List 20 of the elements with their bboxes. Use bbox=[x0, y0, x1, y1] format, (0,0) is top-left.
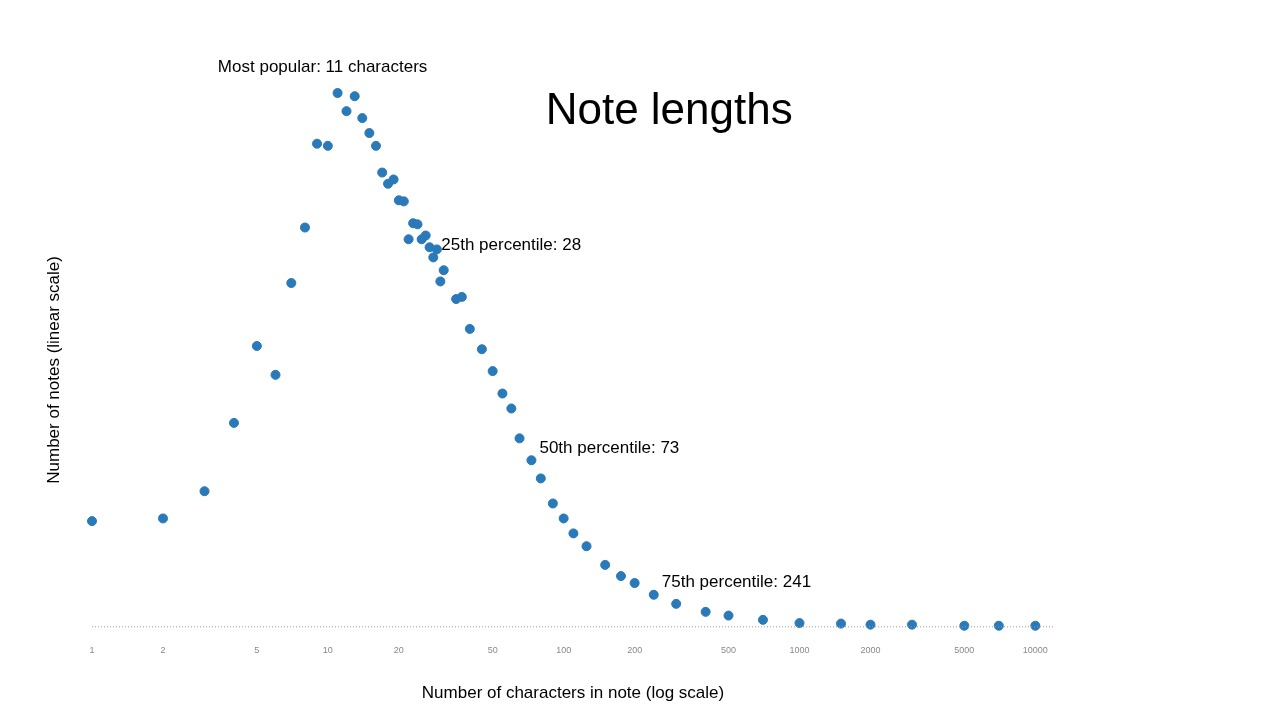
x-tick-label: 1 bbox=[89, 644, 95, 655]
chart-title: Note lengths bbox=[545, 84, 793, 134]
x-tick-label: 100 bbox=[556, 644, 572, 655]
x-axis-title: Number of characters in note (log scale) bbox=[421, 683, 725, 703]
x-tick-label: 200 bbox=[627, 644, 643, 655]
x-tick-label: 500 bbox=[720, 644, 737, 655]
annotation: 25th percentile: 28 bbox=[441, 235, 582, 255]
annotation: 75th percentile: 241 bbox=[661, 572, 812, 592]
x-tick-label: 50 bbox=[487, 644, 498, 655]
x-tick-label: 10 bbox=[322, 644, 333, 655]
x-tick-label: 5000 bbox=[954, 644, 975, 655]
x-tick-label: 2 bbox=[160, 644, 166, 655]
y-axis-title: Number of notes (linear scale) bbox=[43, 256, 63, 484]
x-tick-label: 2000 bbox=[860, 644, 881, 655]
x-tick-label: 20 bbox=[393, 644, 404, 655]
x-tick-label: 5 bbox=[254, 644, 260, 655]
x-tick-label: 1000 bbox=[789, 644, 810, 655]
annotation: 50th percentile: 73 bbox=[539, 437, 680, 457]
annotation: Most popular: 11 characters bbox=[217, 56, 428, 76]
x-tick-label: 10000 bbox=[1022, 644, 1048, 655]
